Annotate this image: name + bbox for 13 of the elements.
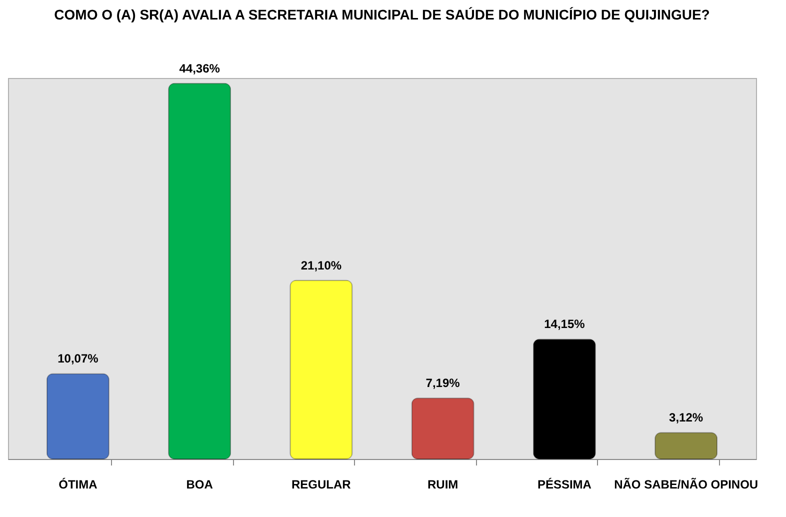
data-label: 3,12% — [669, 410, 704, 425]
x-tick-label: RUIM — [427, 478, 458, 492]
data-label: 44,36% — [179, 61, 220, 76]
x-tick-label: BOA — [186, 478, 214, 492]
x-tick-label: PÉSSIMA — [537, 478, 592, 492]
chart-title: COMO O (A) SR(A) AVALIA A SECRETARIA MUNICIPAL DE SAÚDE DO MUNICÍPIO DE QUIJINGUE? — [54, 6, 710, 22]
data-label: 10,07% — [58, 352, 99, 366]
x-tick-label: NÃO SABE/NÃO OPINOU — [614, 478, 758, 492]
x-tick-label: ÓTIMA — [58, 478, 98, 492]
data-label: 14,15% — [544, 317, 586, 332]
x-tick-label: REGULAR — [292, 478, 352, 492]
data-label: 21,10% — [300, 258, 342, 272]
data-label: 7,19% — [426, 376, 460, 390]
